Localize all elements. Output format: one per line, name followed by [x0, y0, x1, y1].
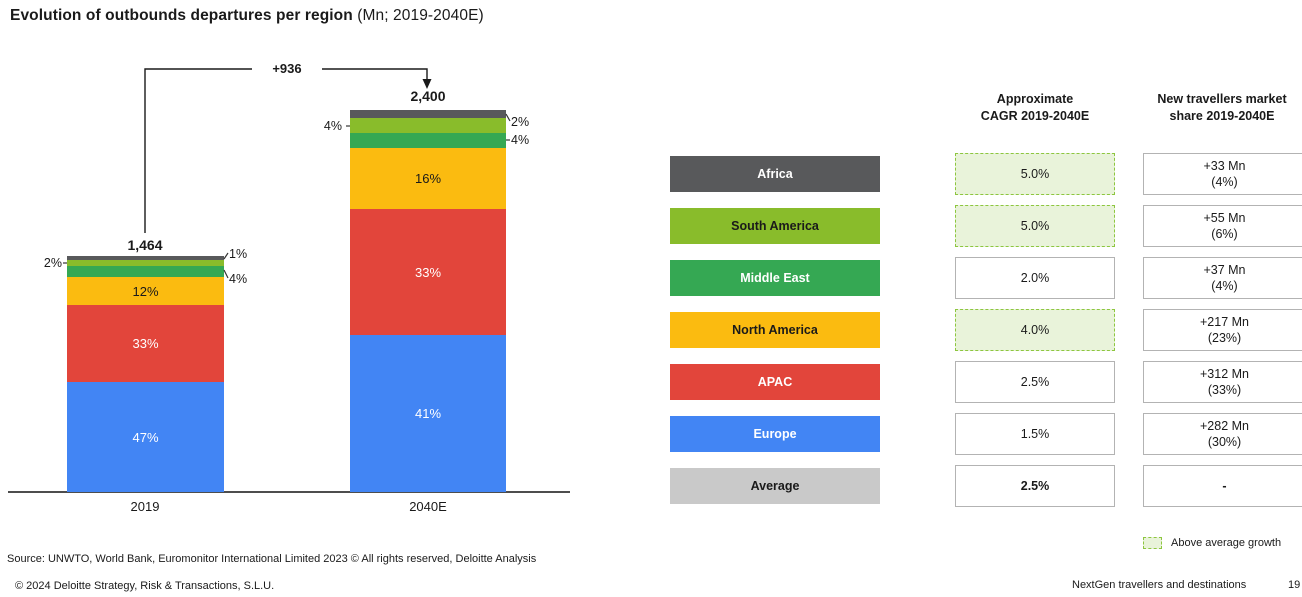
market-share-line: (23%)	[1207, 331, 1242, 345]
above-average-legend-label: Above average growth	[1171, 537, 1282, 549]
market-share-line: +217 Mn	[1200, 315, 1249, 329]
market-share-line: (33%)	[1207, 383, 1242, 397]
market-share-line: -	[1222, 479, 1227, 493]
bar-segment-value-label: 41%	[414, 406, 442, 421]
region-chip-wrap: Middle East	[670, 257, 880, 299]
callout-2019-south-america: 2%	[43, 256, 62, 270]
region-chip-wrap: Average	[670, 465, 880, 507]
x-axis-label-2040e: 2040E	[409, 499, 447, 514]
region-chip-apac: APAC	[670, 364, 880, 400]
callout-2040-middle-east: 4%	[511, 133, 530, 147]
market-share-line: (4%)	[1211, 175, 1238, 189]
bar-segment-value-label: 33%	[414, 264, 442, 280]
market-share-line: (6%)	[1211, 227, 1238, 241]
cagr-cell-south-america: 5.0%	[955, 205, 1115, 247]
delta-value-label: +936	[252, 61, 322, 76]
x-axis-label-2019: 2019	[130, 499, 160, 514]
cagr-column-header: Approximate CAGR 2019-2040E	[935, 91, 1135, 125]
cagr-cell-africa: 5.0%	[955, 153, 1115, 195]
above-average-legend-swatch	[1143, 537, 1162, 549]
callout-2019-africa: 1%	[229, 247, 248, 261]
region-chip-south-america: South America	[670, 208, 880, 244]
table-row-north-america: North America 4.0% +217 Mn (23%)	[670, 309, 1302, 351]
region-chip-wrap: Africa	[670, 153, 880, 195]
region-chip-average: Average	[670, 468, 880, 504]
market-share-line: +33 Mn	[1203, 159, 1246, 173]
bar-segment-value-label: 12%	[132, 283, 159, 299]
table-row-africa: Africa 5.0% +33 Mn (4%)	[670, 153, 1302, 195]
market-share-column-header: New travellers market share 2019-2040E	[1122, 91, 1302, 125]
bar-segment-north-america-2040e: 16%	[350, 148, 506, 209]
cagr-header-line1: Approximate	[996, 92, 1074, 106]
bar-segment-africa-2040e	[350, 110, 506, 118]
region-table: Africa 5.0% +33 Mn (4%) South America 5.0% +55…	[670, 153, 1302, 517]
legend-above-average: Above average growth	[1143, 537, 1281, 549]
bar-segment-value-label: 47%	[132, 429, 159, 445]
table-row-south-america: South America 5.0% +55 Mn (6%)	[670, 205, 1302, 247]
cagr-cell-middle-east: 2.0%	[955, 257, 1115, 299]
footer-deck-title: NextGen travellers and destinations	[1072, 579, 1247, 591]
callout-2040-africa: 2%	[511, 115, 530, 129]
chart-annotations	[63, 68, 511, 279]
cagr-header-line2: CAGR 2019-2040E	[980, 109, 1090, 123]
bar-segment-apac-2019: 33%	[67, 305, 224, 382]
bar-segment-south-america-2040e	[350, 118, 506, 133]
market-share-cell-apac: +312 Mn (33%)	[1143, 361, 1302, 403]
bar-total-2040e: 2,400	[410, 88, 446, 104]
bar-segment-middle-east-2040e	[350, 133, 506, 148]
bar-segment-africa-2019	[67, 256, 224, 260]
cagr-cell-average: 2.5%	[955, 465, 1115, 507]
market-share-cell-north-america: +217 Mn (23%)	[1143, 309, 1302, 351]
page-title: Evolution of outbounds departures per re…	[10, 7, 484, 25]
share-header-line2: share 2019-2040E	[1169, 109, 1275, 123]
page-title-main: Evolution of outbounds departures per re…	[10, 7, 353, 24]
region-chip-wrap: APAC	[670, 361, 880, 403]
region-chip-europe: Europe	[670, 416, 880, 452]
table-row-middle-east: Middle East 2.0% +37 Mn (4%)	[670, 257, 1302, 299]
market-share-line: (4%)	[1211, 279, 1238, 293]
bar-segment-value-label: 33%	[132, 336, 159, 351]
market-share-line: +282 Mn	[1200, 419, 1249, 433]
cagr-cell-apac: 2.5%	[955, 361, 1115, 403]
region-chip-wrap: Europe	[670, 413, 880, 455]
market-share-line: (30%)	[1207, 435, 1242, 449]
callout-2019-middle-east: 4%	[229, 272, 248, 286]
bar-segment-value-label: 16%	[414, 171, 442, 186]
market-share-line: +37 Mn	[1203, 263, 1246, 277]
callout-2040-south-america: 4%	[323, 119, 342, 133]
bar-segment-apac-2040e: 33%	[350, 209, 506, 335]
table-row-europe: Europe 1.5% +282 Mn (30%)	[670, 413, 1302, 455]
delta-arrowhead	[422, 79, 432, 89]
page-title-suffix: (Mn; 2019-2040E)	[352, 7, 484, 24]
market-share-cell-europe: +282 Mn (30%)	[1143, 413, 1302, 455]
bar-total-2019: 1,464	[127, 237, 163, 253]
page-number: 19	[1288, 579, 1301, 591]
market-share-cell-south-america: +55 Mn (6%)	[1143, 205, 1302, 247]
x-axis-line	[8, 491, 570, 493]
market-share-line: +55 Mn	[1203, 211, 1246, 225]
table-row-average: Average 2.5% -	[670, 465, 1302, 507]
bar-segment-europe-2019: 47%	[67, 382, 224, 492]
share-header-line1: New travellers market	[1157, 92, 1287, 106]
stacked-bar-chart: +936 1,464 2,400 1% 2% 4% 2% 4% 4% 2019 …	[0, 0, 600, 560]
region-chip-wrap: South America	[670, 205, 880, 247]
region-chip-north-america: North America	[670, 312, 880, 348]
cagr-cell-europe: 1.5%	[955, 413, 1115, 455]
region-chip-middle-east: Middle East	[670, 260, 880, 296]
market-share-cell-average: -	[1143, 465, 1302, 507]
table-row-apac: APAC 2.5% +312 Mn (33%)	[670, 361, 1302, 403]
copyright-note: © 2024 Deloitte Strategy, Risk & Transac…	[15, 580, 275, 592]
region-chip-wrap: North America	[670, 309, 880, 351]
bar-segment-europe-2040e: 41%	[350, 335, 506, 492]
market-share-cell-africa: +33 Mn (4%)	[1143, 153, 1302, 195]
cagr-cell-north-america: 4.0%	[955, 309, 1115, 351]
market-share-cell-middle-east: +37 Mn (4%)	[1143, 257, 1302, 299]
bar-segment-middle-east-2019	[67, 266, 224, 277]
market-share-line: +312 Mn	[1200, 367, 1249, 381]
source-note: Source: UNWTO, World Bank, Euromonitor I…	[7, 553, 537, 565]
bar-segment-north-america-2019: 12%	[67, 277, 224, 305]
bar-segment-south-america-2019	[67, 260, 224, 266]
region-chip-africa: Africa	[670, 156, 880, 192]
